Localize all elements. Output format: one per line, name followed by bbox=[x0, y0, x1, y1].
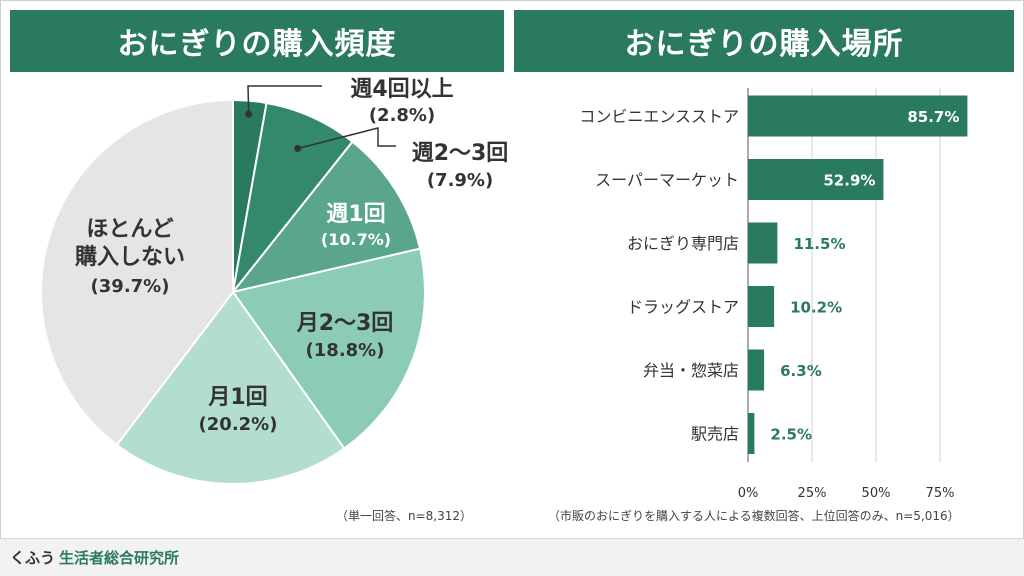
pie-slice-value: (10.7%) bbox=[321, 230, 391, 249]
pie-leader-line bbox=[297, 127, 396, 150]
bar bbox=[748, 95, 968, 137]
pie-slice-label: 週4回以上 bbox=[350, 77, 453, 102]
bar bbox=[748, 222, 778, 264]
pie-slice-label: 購入しない bbox=[75, 245, 185, 270]
bar bbox=[748, 349, 765, 391]
pie-slice-value: (20.2%) bbox=[199, 414, 278, 435]
pie-slice-value: (18.8%) bbox=[306, 340, 385, 361]
bar-value-label: 11.5% bbox=[793, 235, 845, 253]
bar-category-label: ドラッグストア bbox=[627, 298, 739, 317]
pie-slice bbox=[232, 101, 354, 293]
bar bbox=[748, 286, 775, 327]
bar-category-label: おにぎり専門店 bbox=[627, 234, 739, 253]
bar-value-label: 10.2% bbox=[790, 299, 842, 317]
pie-slice bbox=[231, 247, 426, 450]
pie-leader-line bbox=[247, 85, 322, 115]
bar-chart-note: （市販のおにぎりを購入する人による複数回答、上位回答のみ、n=5,016） bbox=[548, 509, 960, 523]
pie-slice bbox=[40, 98, 234, 447]
bar-value-label: 6.3% bbox=[780, 362, 822, 380]
pie-slice-value: (2.8%) bbox=[369, 105, 435, 126]
bar-category-label: 弁当・惣菜店 bbox=[643, 361, 739, 380]
pie-slice-label: 週2～3回 bbox=[412, 141, 509, 166]
bar-tick-label: 0% bbox=[738, 486, 759, 501]
bar-chart: コンビニエンスストア 85.7% スーパーマーケット 52.9% おにぎり専門店 11.5… bbox=[579, 95, 968, 454]
pie-slice bbox=[230, 140, 422, 294]
bar-category-label: コンビニエンスストア bbox=[579, 107, 739, 126]
bar-category-label: 駅売店 bbox=[691, 425, 739, 444]
pie-chart-title: おにぎりの購入頻度 bbox=[10, 10, 504, 72]
pie-chart bbox=[40, 98, 426, 485]
bar-category-label: スーパーマーケット bbox=[595, 171, 739, 190]
pie-slice-label: 週1回 bbox=[326, 202, 385, 227]
pie-leader-dot bbox=[294, 145, 302, 152]
pie-slice-label: 月2～3回 bbox=[296, 311, 394, 336]
pie-leader-dot bbox=[245, 110, 253, 118]
bar-tick-label: 50% bbox=[862, 486, 891, 501]
brand-name-part2: 生活者総合研究所 bbox=[59, 549, 180, 567]
bar-value-label: 85.7% bbox=[907, 108, 959, 126]
bar-grid: 0% 25% 50% 75% bbox=[738, 88, 955, 501]
bar-value-label: 2.5% bbox=[770, 426, 812, 444]
bar-tick-label: 75% bbox=[926, 486, 955, 501]
pie-labels: 週4回以上 (2.8%) 週2～3回 (7.9%) 週1回 (10.7%) 月2～3回 (18… bbox=[75, 77, 508, 435]
bar bbox=[748, 159, 884, 200]
bar-chart-title: おにぎりの購入場所 bbox=[514, 10, 1014, 72]
pie-slice-value: (7.9%) bbox=[427, 170, 493, 191]
bar-tick-label: 25% bbox=[798, 486, 827, 501]
brand-name-part1: くふう bbox=[10, 549, 56, 567]
pie-chart-note: （単一回答、n=8,312） bbox=[336, 509, 473, 523]
pie-slice-label: ほとんど bbox=[86, 217, 173, 242]
pie-slice-value: (39.7%) bbox=[91, 276, 170, 297]
pie-slice bbox=[115, 290, 346, 485]
pie-slice-label: 月1回 bbox=[207, 385, 267, 410]
bar-value-label: 52.9% bbox=[823, 172, 875, 190]
bar bbox=[748, 413, 755, 454]
footer-brand: くふう 生活者総合研究所 bbox=[0, 538, 1024, 576]
